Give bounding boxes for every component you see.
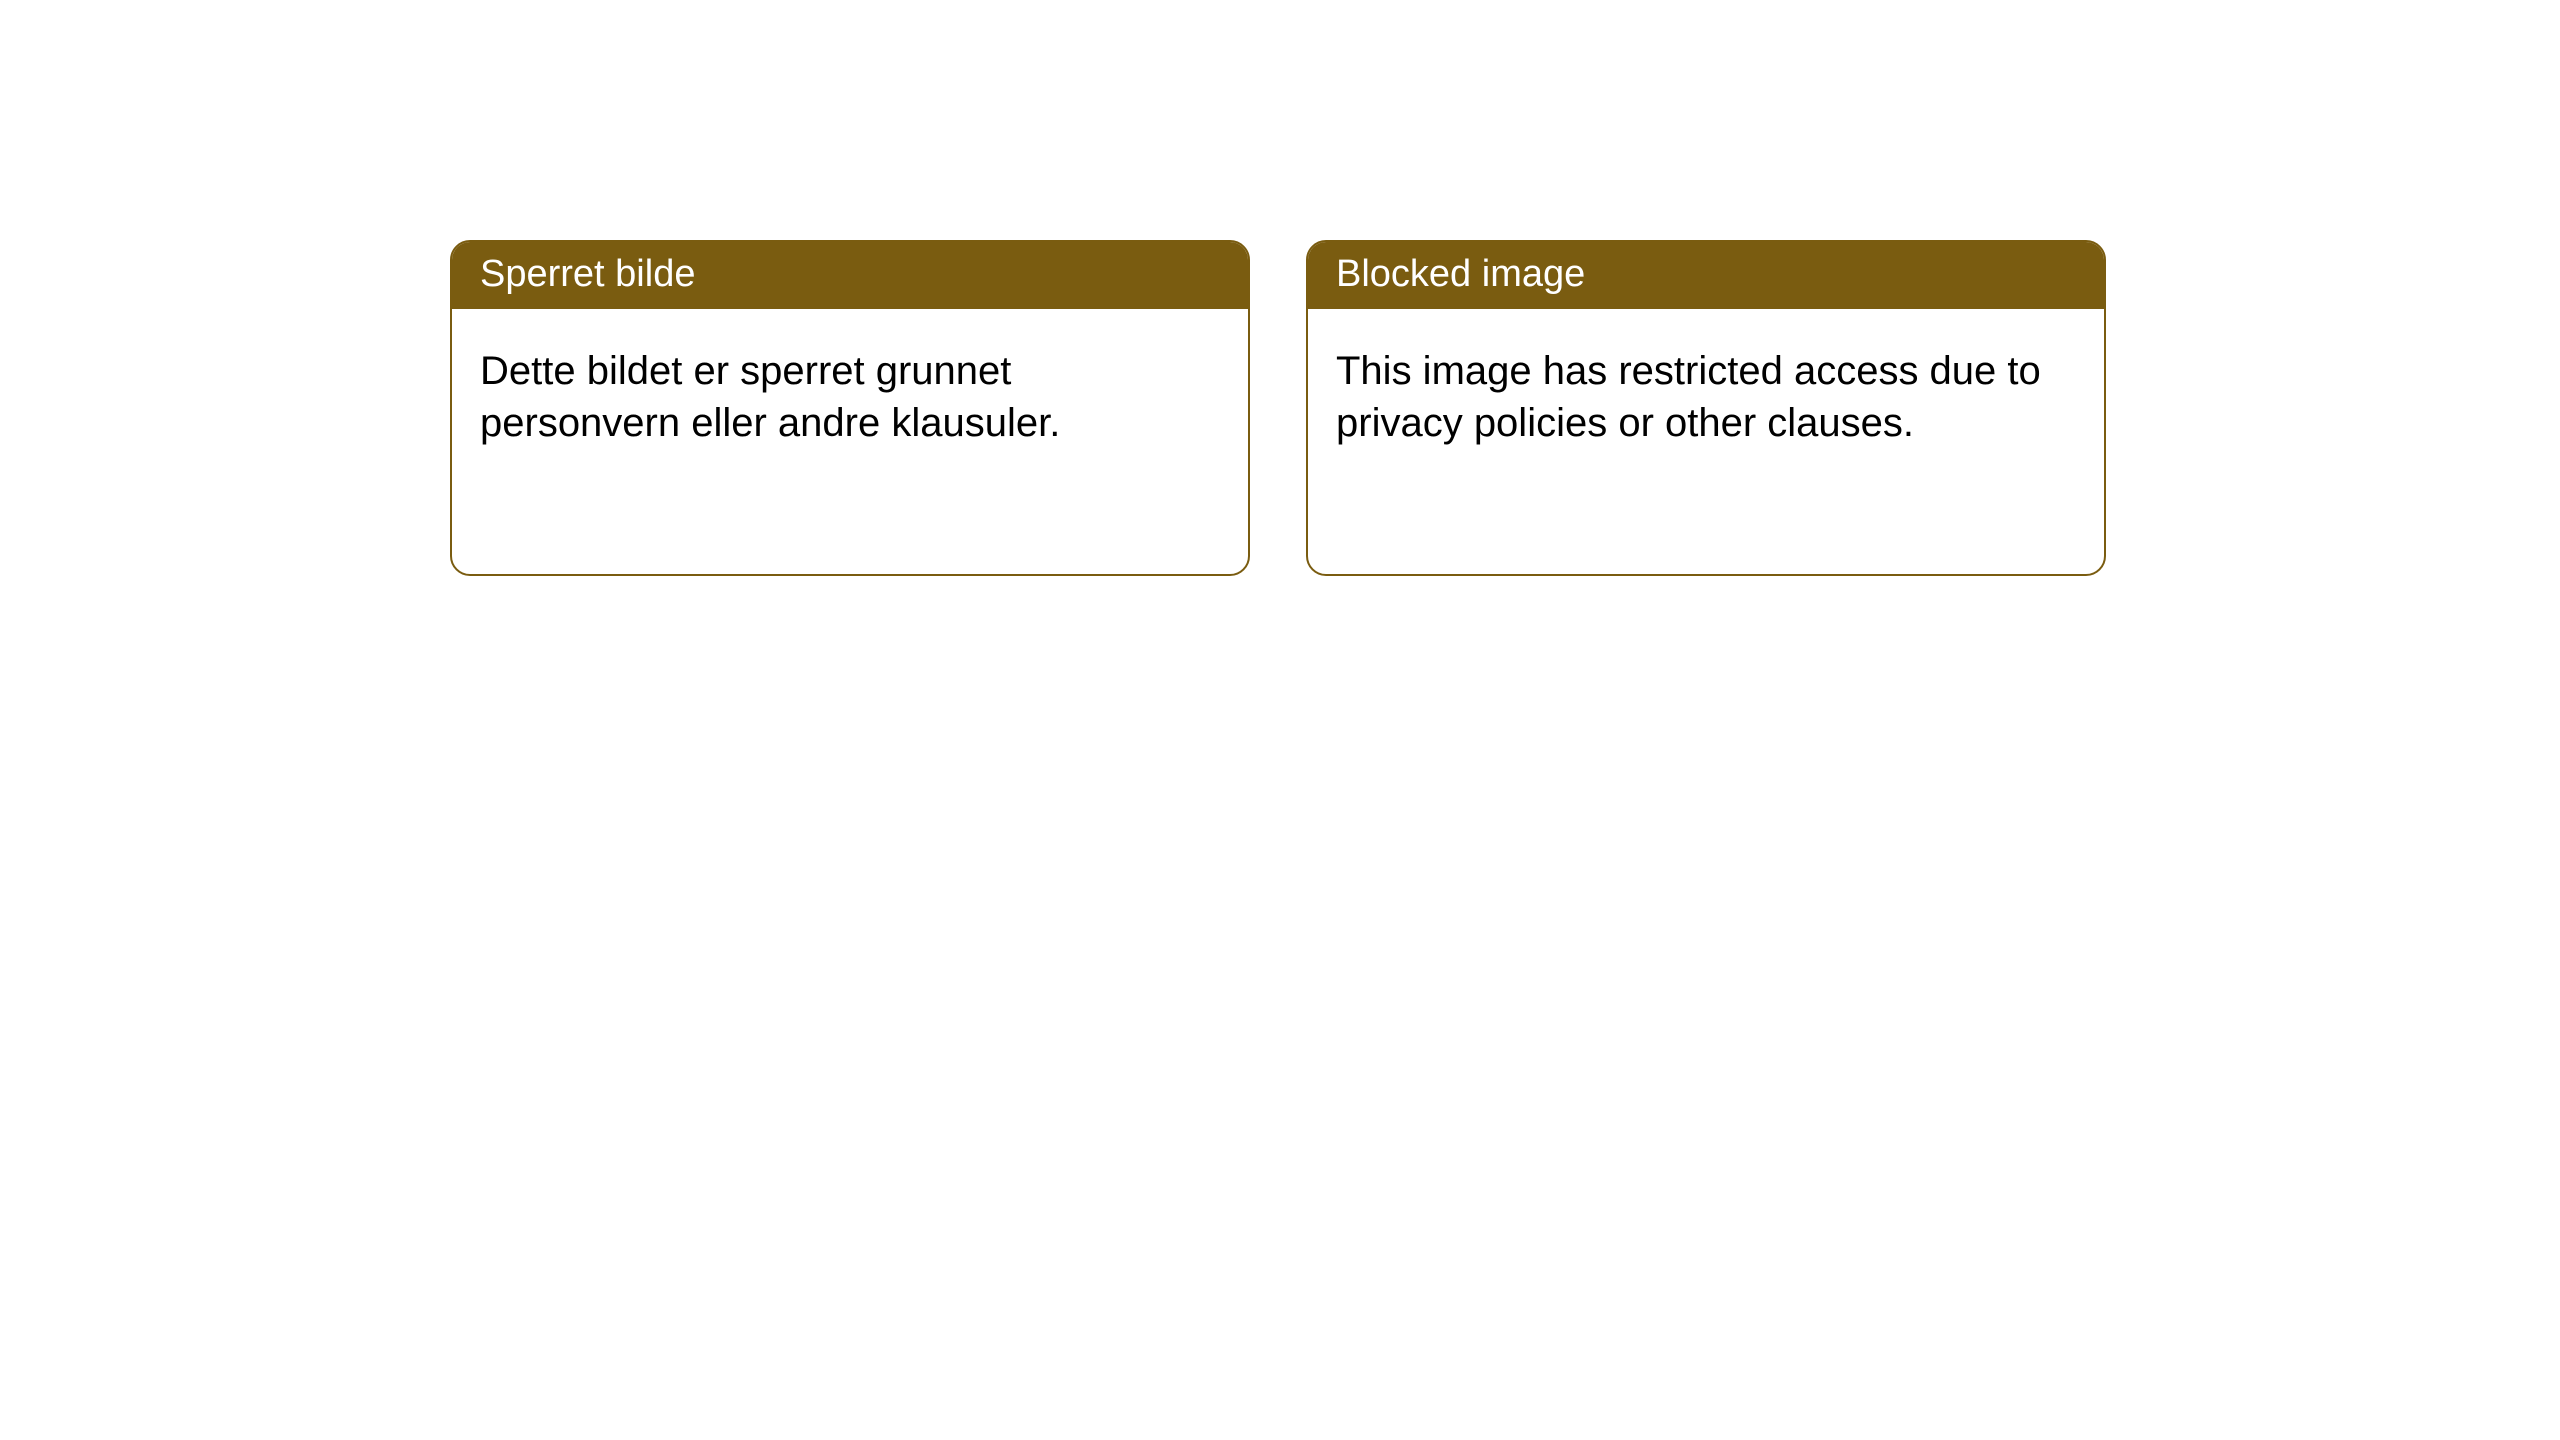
notice-title-norwegian: Sperret bilde: [452, 242, 1248, 309]
notice-body-english: This image has restricted access due to …: [1308, 309, 2104, 477]
notice-container: Sperret bilde Dette bildet er sperret gr…: [0, 0, 2560, 576]
notice-title-english: Blocked image: [1308, 242, 2104, 309]
notice-body-norwegian: Dette bildet er sperret grunnet personve…: [452, 309, 1248, 477]
notice-card-english: Blocked image This image has restricted …: [1306, 240, 2106, 576]
notice-card-norwegian: Sperret bilde Dette bildet er sperret gr…: [450, 240, 1250, 576]
